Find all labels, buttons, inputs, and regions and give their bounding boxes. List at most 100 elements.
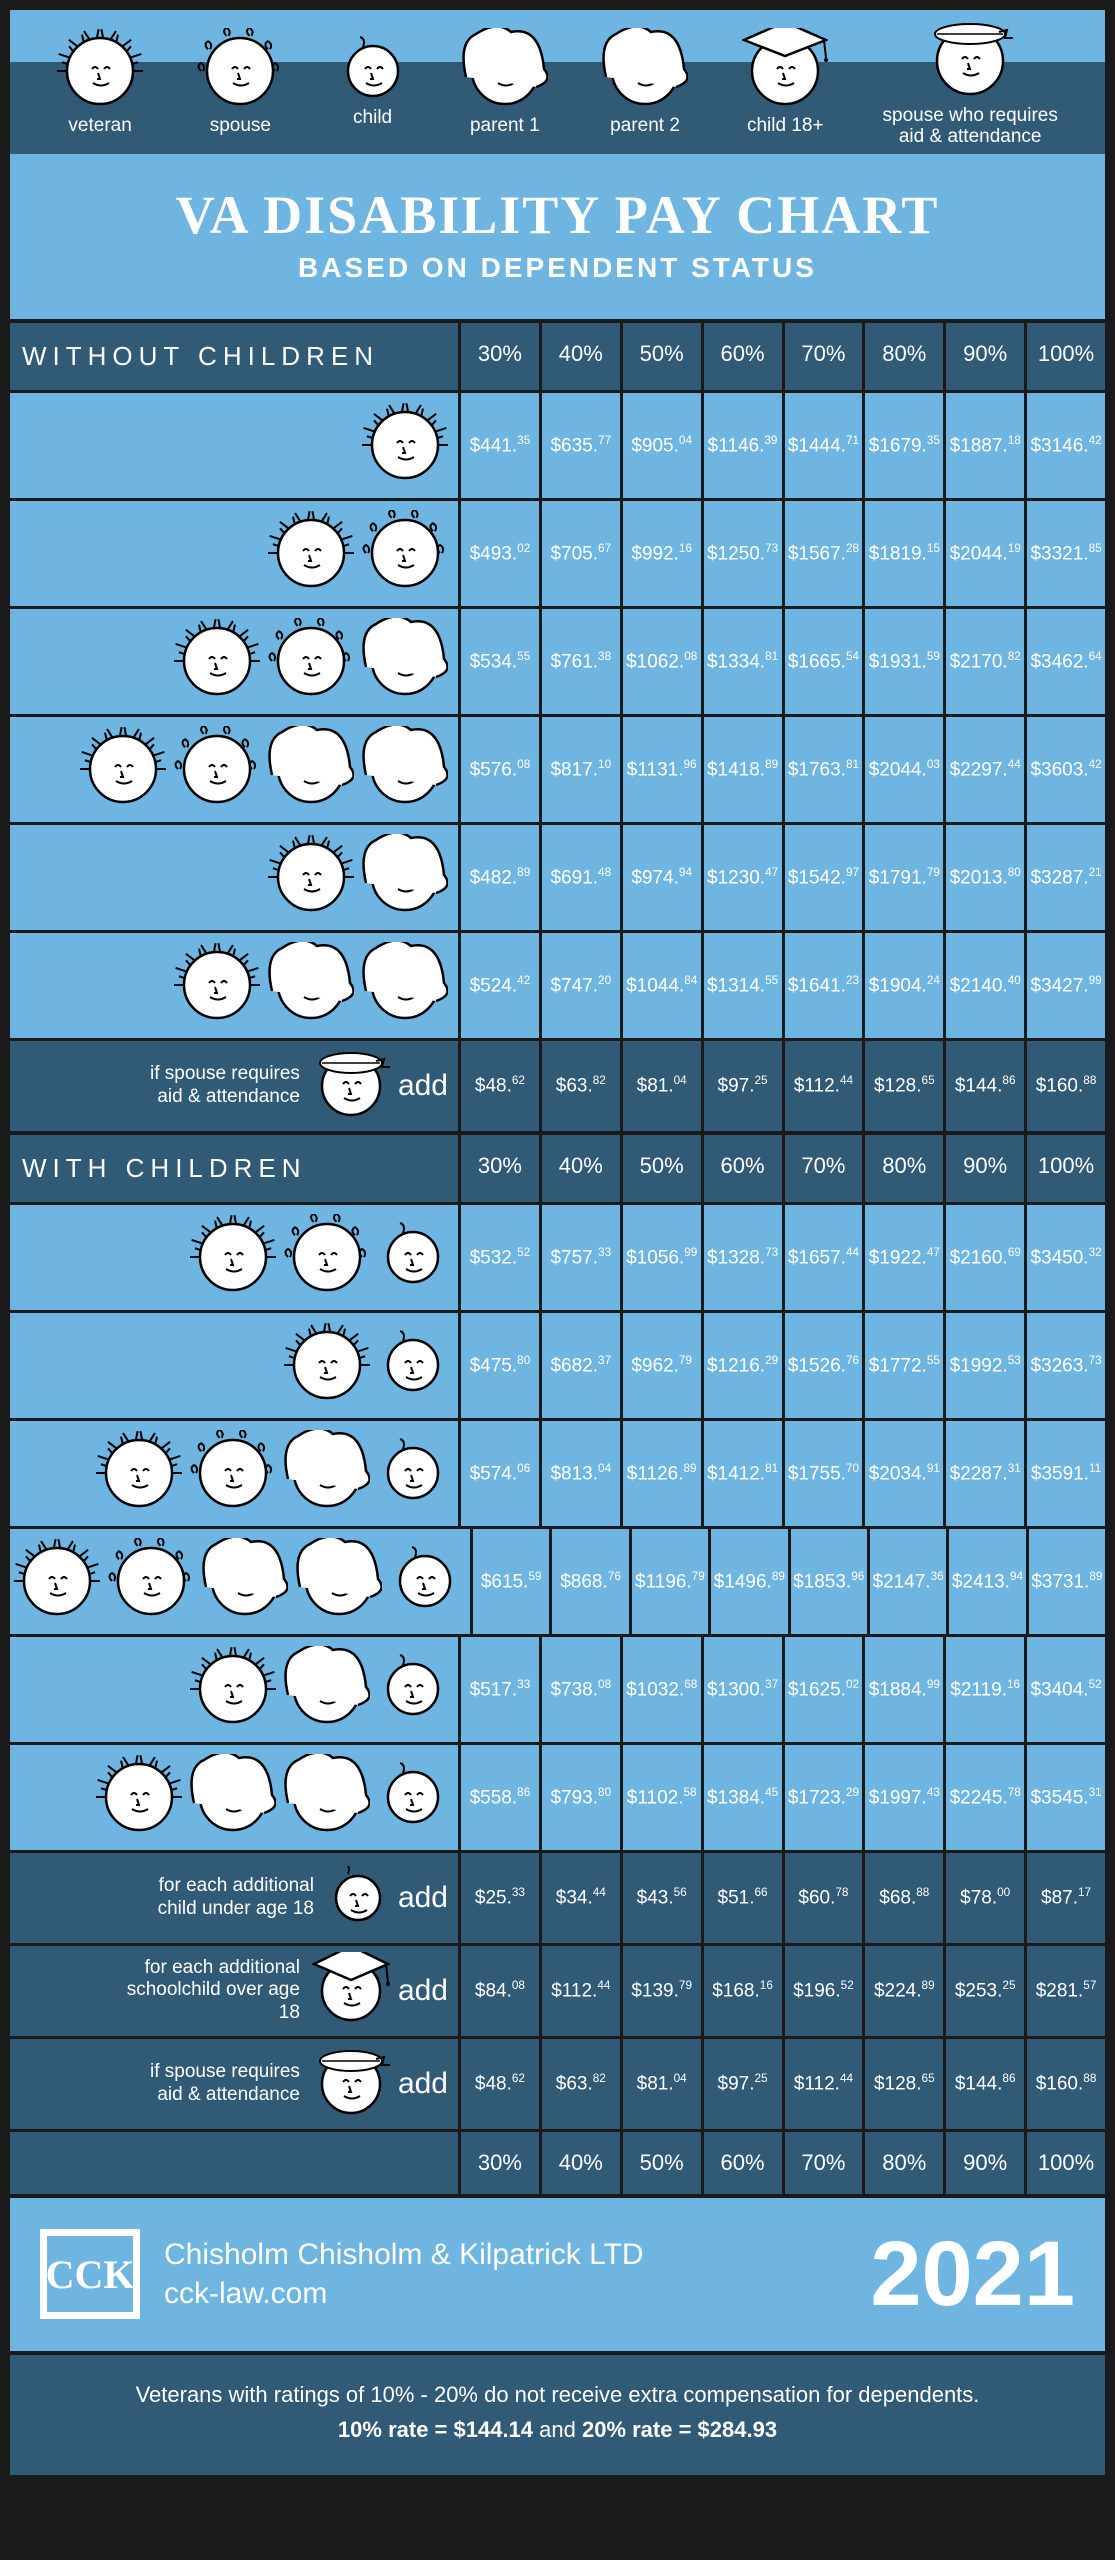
legend-label: veteran — [68, 116, 131, 137]
value-cell: $615.59 — [470, 1529, 549, 1634]
pct: 70% — [782, 1135, 863, 1202]
add-label: add — [398, 1069, 448, 1103]
value-cell: $1146.39 — [701, 393, 782, 498]
child-icon — [338, 36, 408, 106]
spouse-icon — [284, 1214, 370, 1300]
table-row: for each additionalschoolchild over age1… — [10, 1943, 1105, 2036]
value-cell: $1755.70 — [782, 1421, 863, 1526]
value-cell: $2140.40 — [943, 933, 1024, 1038]
legend-veteran: veteran — [57, 72, 143, 137]
row-label: for each additionalchild under age 18 ad… — [10, 1853, 458, 1943]
value-cell: $1791.79 — [862, 825, 943, 930]
value-cell: $144.86 — [943, 1041, 1024, 1131]
pct: 50% — [620, 1135, 701, 1202]
value-cell: $1230.47 — [701, 825, 782, 930]
value-cell: $84.08 — [458, 1946, 539, 2036]
table-row: $558.86$793.80$1102.58$1384.45$1723.29$1… — [10, 1742, 1105, 1850]
value-cell: $992.16 — [620, 501, 701, 606]
veteran-icon — [268, 834, 354, 920]
row-text: for each additionalschoolchild over age1… — [127, 1957, 304, 2025]
legend-label: spouse who requiresaid & attendance — [883, 106, 1058, 148]
table-row: $482.89$691.48$974.94$1230.47$1542.97$17… — [10, 822, 1105, 930]
value-cell: $87.17 — [1024, 1853, 1105, 1943]
table-row: $524.42$747.20$1044.84$1314.55$1641.23$1… — [10, 930, 1105, 1038]
value-cell: $534.55 — [458, 609, 539, 714]
table-row: $493.02$705.67$992.16$1250.73$1567.28$18… — [10, 498, 1105, 606]
title-main: VA DISABILITY PAY CHART — [30, 184, 1085, 246]
value-cell: $1665.54 — [782, 609, 863, 714]
row-text: for each additionalchild under age 18 — [158, 1875, 318, 1921]
value-cell: $475.80 — [458, 1313, 539, 1418]
pct: 30% — [458, 323, 539, 390]
parent2-icon — [362, 942, 448, 1028]
value-cell: $160.88 — [1024, 2039, 1105, 2129]
value-cell: $1412.81 — [701, 1421, 782, 1526]
value-cell: $574.06 — [458, 1421, 539, 1526]
value-cell: $1314.55 — [701, 933, 782, 1038]
value-cell: $128.65 — [862, 2039, 943, 2129]
legend-label: parent 1 — [470, 116, 540, 137]
value-cell: $1250.73 — [701, 501, 782, 606]
value-cell: $1102.58 — [620, 1745, 701, 1850]
table-row: $615.59$868.76$1196.79$1496.89$1853.96$2… — [10, 1526, 1105, 1634]
footer-percent-row: 30% 40% 50% 60% 70% 80% 90% 100% — [10, 2129, 1105, 2194]
value-cell: $43.56 — [620, 1853, 701, 1943]
value-cell: $1418.89 — [701, 717, 782, 822]
legend-label: child 18+ — [747, 116, 824, 137]
value-cell: $2044.03 — [862, 717, 943, 822]
value-cell: $1763.81 — [782, 717, 863, 822]
veteran-icon — [174, 618, 260, 704]
value-cell: $793.80 — [539, 1745, 620, 1850]
pct: 50% — [620, 323, 701, 390]
parent1-icon — [190, 1754, 276, 1840]
row-label — [10, 501, 458, 606]
value-cell: $1992.53 — [943, 1313, 1024, 1418]
value-cell: $2297.44 — [943, 717, 1024, 822]
value-cell: $1444.71 — [782, 393, 863, 498]
spouse-icon — [362, 510, 448, 596]
table-row: $532.52$757.33$1056.99$1328.73$1657.44$1… — [10, 1202, 1105, 1310]
row-label — [10, 825, 458, 930]
value-cell: $112.44 — [782, 2039, 863, 2129]
value-cell: $34.44 — [539, 1853, 620, 1943]
pct: 70% — [782, 2132, 863, 2194]
bottom-note: Veterans with ratings of 10% - 20% do no… — [10, 2351, 1105, 2475]
pct: 100% — [1024, 1135, 1105, 1202]
parent1-icon — [462, 28, 548, 114]
value-cell: $1567.28 — [782, 501, 863, 606]
value-cell: $482.89 — [458, 825, 539, 930]
value-cell: $558.86 — [458, 1745, 539, 1850]
child-icon — [378, 1222, 448, 1292]
pct: 60% — [701, 1135, 782, 1202]
table-row: $534.55$761.38$1062.08$1334.81$1665.54$1… — [10, 606, 1105, 714]
value-cell: $2044.19 — [943, 501, 1024, 606]
value-cell: $532.52 — [458, 1205, 539, 1310]
section-header-without: WITHOUT CHILDREN 30% 40% 50% 60% 70% 80%… — [10, 319, 1105, 390]
pct: 40% — [539, 2132, 620, 2194]
parent1-icon — [362, 618, 448, 704]
pct: 90% — [943, 1135, 1024, 1202]
pct: 90% — [943, 323, 1024, 390]
veteran-icon — [362, 402, 448, 488]
value-cell: $2119.16 — [943, 1637, 1024, 1742]
parent2-icon — [284, 1754, 370, 1840]
value-cell: $2287.31 — [943, 1421, 1024, 1526]
value-cell: $63.82 — [539, 2039, 620, 2129]
spouse_aid-icon — [927, 18, 1013, 104]
row-label — [10, 1313, 458, 1418]
value-cell: $25.33 — [458, 1853, 539, 1943]
legend-label: child — [353, 108, 392, 129]
value-cell: $691.48 — [539, 825, 620, 930]
value-cell: $281.57 — [1024, 1946, 1105, 2036]
pct: 100% — [1024, 2132, 1105, 2194]
value-cell: $761.38 — [539, 609, 620, 714]
row-label — [10, 1205, 458, 1310]
veteran-icon — [190, 1214, 276, 1300]
value-cell: $3263.73 — [1024, 1313, 1105, 1418]
table-row: $517.33$738.08$1032.68$1300.37$1625.02$1… — [10, 1634, 1105, 1742]
value-cell: $68.88 — [862, 1853, 943, 1943]
parent2-icon — [296, 1538, 382, 1624]
parent1-icon — [268, 726, 354, 812]
value-cell: $60.78 — [782, 1853, 863, 1943]
value-cell: $168.16 — [701, 1946, 782, 2036]
